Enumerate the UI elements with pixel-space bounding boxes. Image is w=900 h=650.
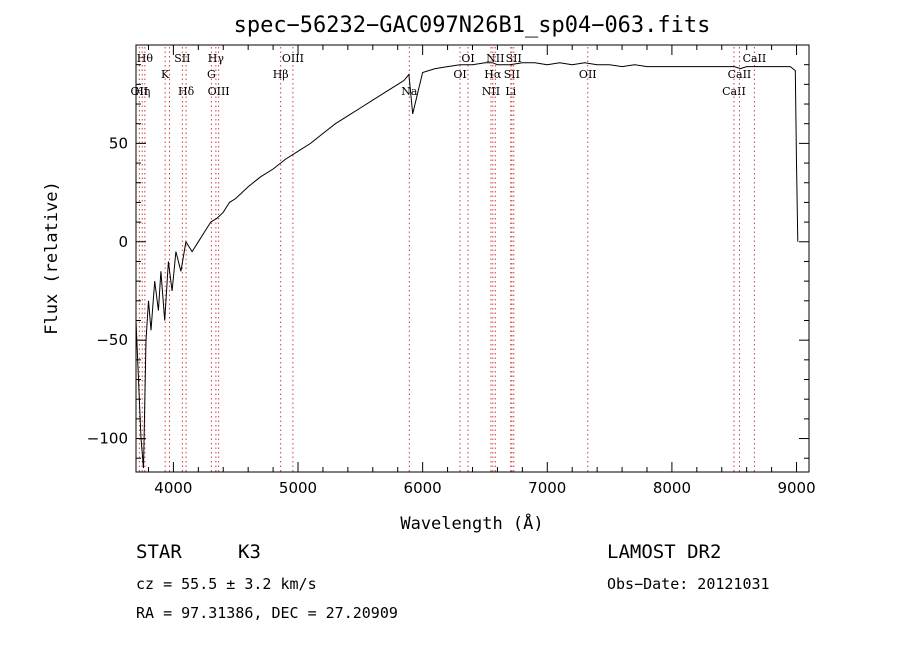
line-label-0: OII [131, 85, 149, 98]
x-axis-label: Wavelength (Å) [400, 512, 543, 534]
line-label-8: Hγ [208, 52, 225, 65]
x-tick-label: 8000 [653, 479, 691, 497]
object-subclass: K3 [238, 541, 261, 563]
y-tick-label: 50 [109, 134, 128, 152]
line-label-16: Hα [484, 68, 502, 81]
line-label-7: G [207, 68, 216, 81]
line-label-15: NII [482, 85, 500, 98]
y-axis-label: Flux (relative) [42, 181, 62, 335]
line-label-20: SII [506, 52, 522, 65]
observation-date: Obs−Date: 20121031 [607, 575, 770, 593]
line-label-19: SII [504, 68, 520, 81]
survey-name: LAMOST DR2 [607, 541, 722, 563]
redshift-velocity: cz = 55.5 ± 3.2 km/s [136, 575, 317, 593]
flux-series-line [135, 62, 799, 469]
x-tick-label: 6000 [404, 479, 442, 497]
line-label-21: OII [579, 68, 597, 81]
line-label-24: CaII [743, 52, 767, 65]
line-label-17: NII [486, 52, 504, 65]
sky-coordinates: RA = 97.31386, DEC = 27.20909 [136, 604, 398, 622]
line-label-18: Li [505, 85, 516, 98]
line-label-3: K [161, 68, 170, 81]
x-tick-label: 4000 [154, 479, 192, 497]
line-label-12: Na [401, 85, 418, 98]
x-tick-label: 7000 [528, 479, 566, 497]
axis-ticks: 4000 5000 6000 7000 8000 9000 −100 −50 0 50 [87, 45, 816, 497]
line-label-13: OI [453, 68, 466, 81]
line-label-5: SII [174, 52, 190, 65]
line-label-14: OI [461, 52, 474, 65]
y-tick-label: −50 [96, 331, 128, 349]
object-class: STAR [136, 541, 182, 563]
line-label-1: Hη [134, 85, 150, 98]
line-label-2: Hθ [137, 52, 154, 65]
line-label-10: Hβ [273, 68, 289, 81]
line-label-6: Hδ [178, 85, 195, 98]
y-tick-label: 0 [118, 233, 128, 251]
line-label-11: OIII [282, 52, 304, 65]
line-label-22: CaII [722, 85, 746, 98]
x-tick-label: 5000 [279, 479, 317, 497]
y-tick-label: −100 [87, 430, 128, 448]
plot-frame [135, 44, 810, 473]
x-tick-label: 9000 [777, 479, 815, 497]
line-label-23: CaII [728, 68, 752, 81]
spectral-line-markers: OIIHηHθKSIIHδGHγOIIIHβOIIINaOIOINIIHαNII… [131, 47, 767, 472]
line-label-9: OIII [208, 85, 230, 98]
chart-title: spec−56232−GAC097N26B1_sp04−063.fits [234, 13, 711, 38]
